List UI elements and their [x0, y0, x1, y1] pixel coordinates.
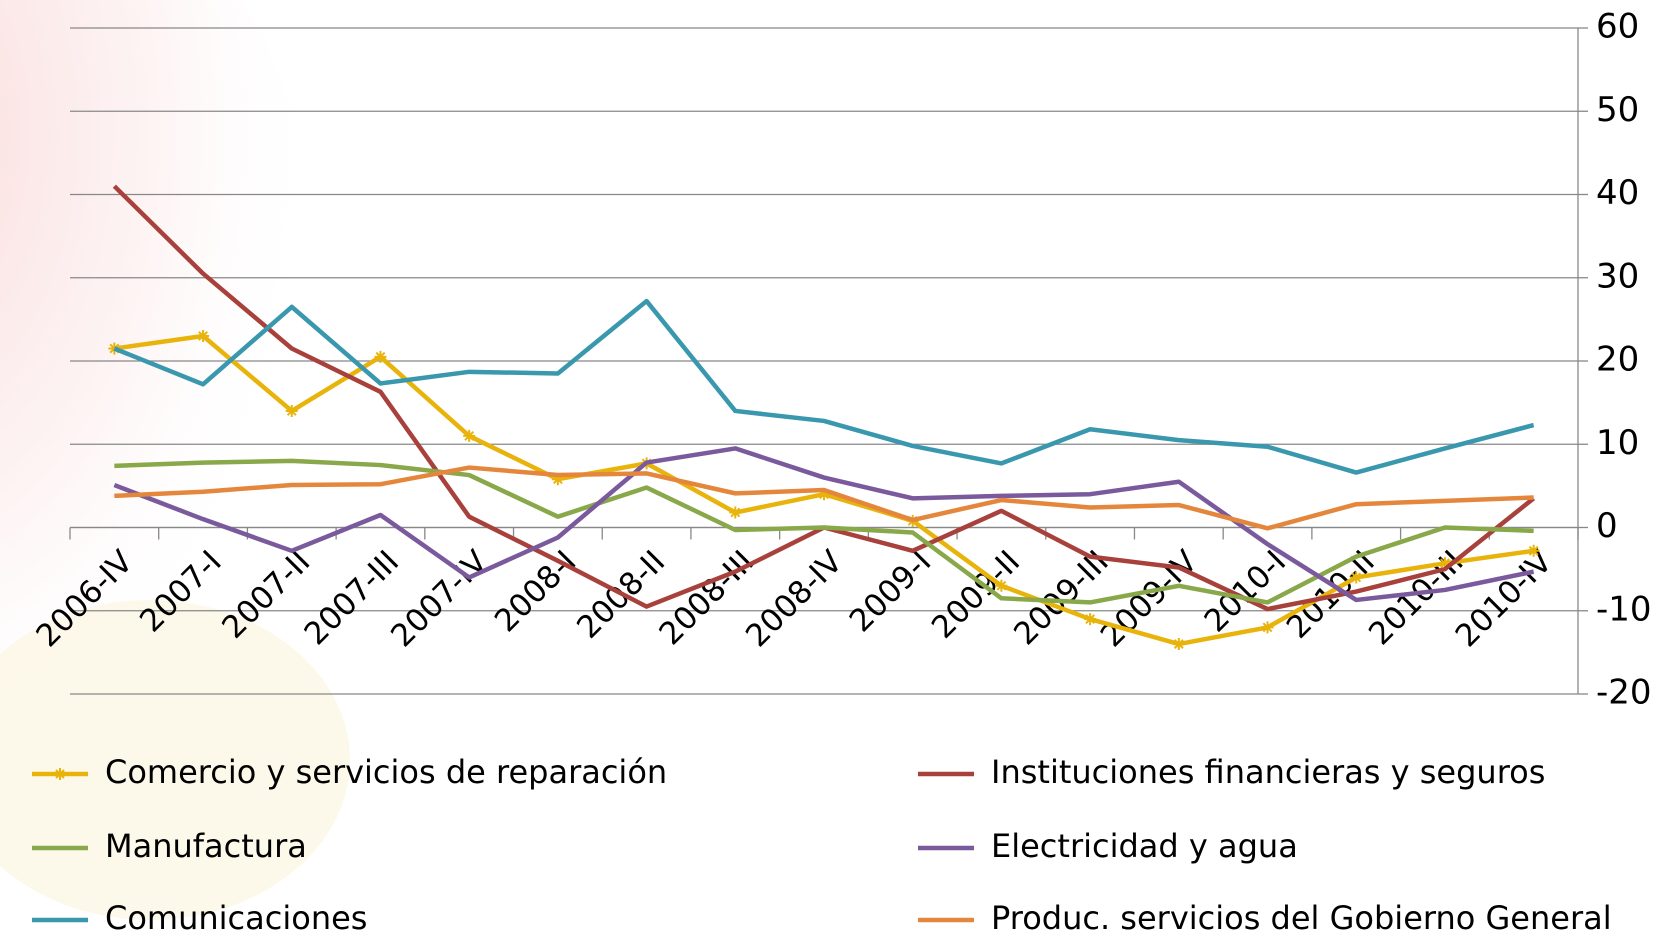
- x-tick-label: 2008-I: [488, 544, 584, 640]
- legend-marker: [54, 768, 66, 780]
- series-marker: [1527, 544, 1540, 557]
- y-tick-label: 20: [1596, 340, 1639, 380]
- y-tick-label: -20: [1596, 673, 1652, 713]
- x-tick-label: 2007-III: [298, 544, 407, 653]
- x-tick-label: 2009-I: [843, 544, 939, 640]
- legend-label: Instituciones financieras y seguros: [991, 753, 1545, 791]
- y-tick-label: 30: [1596, 256, 1639, 296]
- series-line: [113, 298, 1535, 475]
- series-marker: [729, 506, 742, 519]
- y-tick-label: 40: [1596, 173, 1639, 213]
- series-marker: [818, 488, 830, 501]
- series-marker: [1261, 621, 1274, 634]
- series-marker: [1438, 557, 1451, 570]
- legend-label: Manufactura: [105, 827, 307, 865]
- series-marker: [1084, 613, 1097, 626]
- legend-label: Produc. servicios del Gobierno General: [991, 899, 1612, 937]
- series-marker: [197, 330, 210, 343]
- series-marker: [374, 350, 387, 363]
- legend-label: Comunicaciones: [105, 899, 367, 937]
- background-decoration: [0, 600, 350, 920]
- y-tick-label: 50: [1596, 90, 1639, 130]
- series-marker: [463, 429, 476, 442]
- legend-label: Electricidad y agua: [991, 827, 1298, 865]
- y-tick-label: -10: [1596, 589, 1652, 629]
- series-marker: [995, 579, 1008, 592]
- series-marker: [551, 473, 564, 486]
- background-decoration: [0, 0, 320, 720]
- legend-label: Comercio y servicios de reparación: [105, 753, 667, 791]
- y-tick-label: 10: [1596, 423, 1639, 463]
- series-line: [113, 446, 1535, 603]
- y-tick-label: 60: [1596, 7, 1639, 47]
- y-tick-label: 0: [1596, 506, 1618, 546]
- x-tick-label: 2007-IV: [384, 544, 495, 655]
- series-line: [114, 465, 1534, 531]
- series-marker: [1172, 638, 1185, 651]
- series-line: [114, 458, 1534, 605]
- series-marker: [1350, 571, 1363, 584]
- series-marker: [285, 404, 298, 417]
